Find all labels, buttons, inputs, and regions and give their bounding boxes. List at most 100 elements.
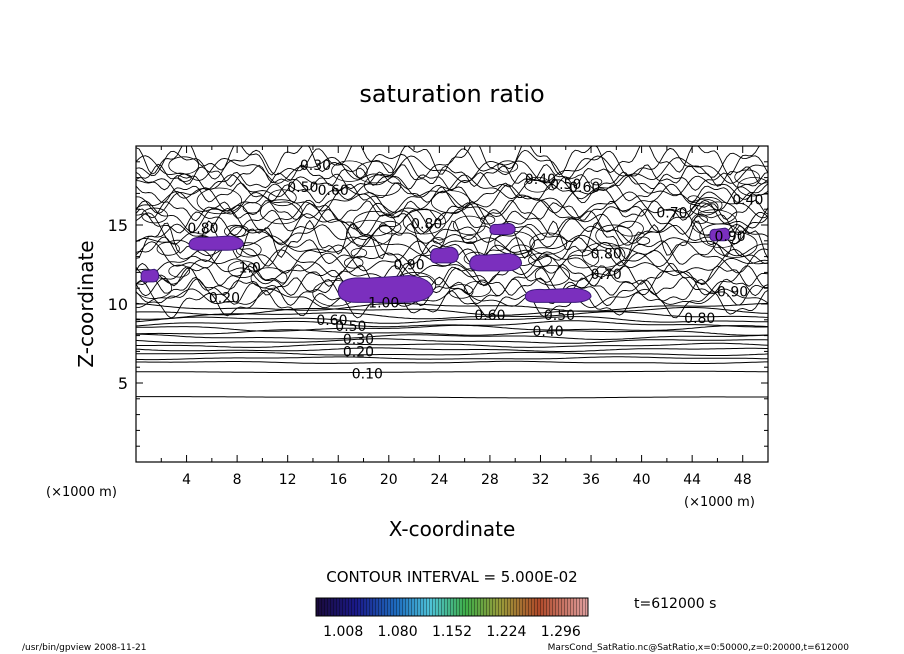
contour-line — [136, 190, 768, 219]
x-tick-label: 32 — [532, 472, 550, 488]
contour-eddy — [224, 224, 246, 238]
contour-eddy — [250, 267, 288, 289]
y-axis-label: Z-coordinate — [74, 240, 98, 367]
contour-label: 0.70 — [591, 267, 622, 283]
contour-label: 0.60 — [569, 180, 600, 196]
contour-line — [136, 146, 768, 176]
contour-eddy — [699, 223, 742, 248]
x-tick-label: 40 — [633, 472, 651, 488]
contour-line — [136, 155, 768, 184]
contour-eddy — [268, 189, 297, 207]
contour-label: 0.80 — [684, 311, 715, 327]
contour-label: 0.40 — [532, 324, 563, 340]
contour-eddy — [689, 198, 719, 216]
x-tick-label: 28 — [481, 472, 499, 488]
time-label: t=612000 s — [634, 596, 716, 612]
contour-line — [136, 262, 768, 287]
colorbar-tick-label: 1.224 — [486, 624, 526, 640]
contour-eddy — [462, 234, 478, 244]
contour-eddy — [529, 232, 568, 255]
contour-label: 0.90 — [714, 229, 745, 245]
contour-label: 0.40 — [732, 193, 763, 209]
contour-eddy — [363, 174, 402, 197]
contour-line — [136, 396, 768, 399]
contour-eddy — [452, 215, 486, 235]
supersaturated-region — [430, 246, 459, 264]
contour-line — [136, 208, 768, 236]
contour-labels: 0.100.200.300.500.601.000.400.500.60 0.80… — [187, 158, 763, 383]
contour-eddy — [534, 265, 570, 286]
x-tick-label: 8 — [233, 472, 242, 488]
contour-line — [136, 236, 768, 267]
contour-label: 0.60 — [318, 183, 349, 199]
contour-line — [136, 147, 768, 180]
contour-eddy — [595, 224, 633, 247]
contour-eddy — [524, 176, 551, 193]
contour-label: 0.90 — [717, 284, 748, 300]
supersaturated-region — [709, 227, 731, 242]
contour-label: 0.60 — [316, 313, 347, 329]
contour-eddy — [430, 190, 471, 214]
contour-eddy — [636, 236, 651, 245]
y-tick-label: 15 — [108, 216, 128, 235]
contour-eddy — [432, 237, 444, 244]
x-axis-ticks: 4 8 12 16 20 24 28 32 36 40 44 48 — [160, 146, 752, 488]
contour-eddy — [352, 210, 397, 237]
contour-eddy — [355, 161, 394, 184]
contour-line — [136, 171, 768, 191]
contour-interval-text: CONTOUR INTERVAL = 5.000E-02 — [326, 568, 577, 586]
contour-label: 0.90 — [393, 258, 424, 274]
contour-eddy — [737, 177, 768, 197]
contour-line — [136, 338, 768, 344]
contour-label: 1.0 — [239, 261, 261, 277]
y-tick-label: 5 — [118, 374, 128, 393]
contour-eddy — [463, 280, 492, 298]
contour-eddy — [581, 242, 626, 268]
plot-area: 0.100.200.300.500.601.000.400.500.60 0.80… — [108, 145, 769, 488]
footer-left: /usr/bin/gpview 2008-11-21 — [22, 643, 146, 653]
contour-line — [136, 370, 768, 374]
contour-eddy — [480, 215, 496, 225]
contour-line — [136, 342, 768, 348]
contour-eddy — [242, 202, 262, 214]
contour-label: 0.60 — [474, 308, 505, 324]
contour-label: 0.80 — [411, 216, 442, 232]
x-tick-label: 4 — [182, 472, 191, 488]
supersaturated-region — [524, 287, 592, 303]
colorbar-tick-label: 1.080 — [378, 624, 418, 640]
contour-label: 0.20 — [343, 344, 374, 360]
contour-eddy — [734, 169, 761, 185]
contour-lines — [136, 146, 768, 399]
contour-line — [136, 302, 768, 312]
supersaturated-regions — [140, 222, 731, 303]
contour-line — [136, 219, 768, 260]
x-unit-label-right: (×1000 m) — [684, 495, 755, 510]
chart-title: saturation ratio — [359, 80, 544, 108]
colorbar-tick-label: 1.152 — [432, 624, 472, 640]
contour-label: 0.20 — [209, 291, 240, 307]
contour-eddy — [497, 160, 519, 173]
supersaturated-region — [140, 268, 160, 283]
contour-line — [136, 174, 768, 200]
contour-label: 0.50 — [335, 319, 366, 335]
contour-label: 0.30 — [343, 332, 374, 348]
contour-line — [136, 356, 768, 361]
contour-eddy — [402, 209, 446, 235]
contour-label: 0.40 — [525, 172, 556, 188]
contour-eddy — [156, 241, 180, 256]
contour-line — [136, 288, 768, 309]
contour-label: 0.80 — [187, 221, 218, 237]
supersaturated-region — [188, 235, 244, 251]
colorbar-tick-label: 1.296 — [541, 624, 581, 640]
x-tick-label: 36 — [582, 472, 600, 488]
contour-line — [136, 199, 768, 222]
x-tick-label: 44 — [683, 472, 701, 488]
supersaturated-region — [489, 222, 516, 235]
x-tick-label: 24 — [430, 472, 448, 488]
contour-eddy — [694, 215, 708, 224]
contour-label: 0.50 — [544, 308, 575, 324]
contour-line — [136, 333, 768, 340]
colorbar-tick-label: 1.008 — [323, 624, 363, 640]
contour-eddy — [712, 231, 758, 258]
